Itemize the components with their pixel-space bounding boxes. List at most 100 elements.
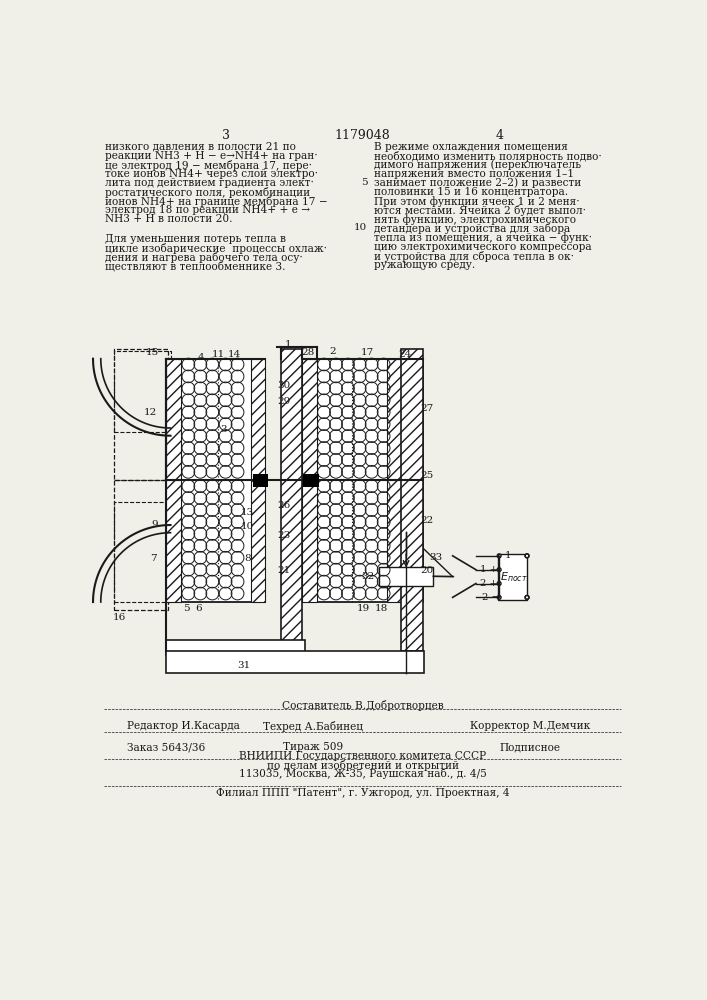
- Bar: [301, 359, 317, 480]
- Text: 14: 14: [228, 350, 240, 359]
- Text: 1 +: 1 +: [480, 565, 498, 574]
- Text: 9: 9: [151, 520, 158, 529]
- Text: 23: 23: [277, 531, 291, 540]
- Bar: [401, 349, 423, 651]
- Bar: [114, 502, 170, 602]
- Text: цикле изобарические  процессы охлаж·: цикле изобарические процессы охлаж·: [105, 243, 327, 254]
- Text: 2 −: 2 −: [482, 593, 500, 602]
- Text: 24: 24: [398, 350, 411, 359]
- Bar: [251, 480, 265, 602]
- Bar: [166, 359, 265, 480]
- Bar: [114, 351, 170, 432]
- Text: 1 −: 1 −: [506, 551, 523, 560]
- Text: 21: 21: [277, 566, 291, 575]
- Bar: [114, 480, 168, 610]
- Text: Филиал ППП "Патент", г. Ужгород, ул. Проектная, 4: Филиал ППП "Патент", г. Ужгород, ул. Про…: [216, 788, 510, 798]
- Text: 1179048: 1179048: [335, 129, 390, 142]
- Text: 3: 3: [222, 129, 230, 142]
- Text: лита под действием градиента элект·: лита под действием градиента элект·: [105, 178, 315, 188]
- Text: 17: 17: [361, 348, 374, 357]
- Text: 25: 25: [421, 471, 433, 480]
- Text: цию электрохимического компрессора: цию электрохимического компрессора: [373, 242, 591, 252]
- Text: ростатического поля, рекомбинации: ростатического поля, рекомбинации: [105, 187, 310, 198]
- Bar: [387, 480, 401, 602]
- Bar: [301, 359, 423, 480]
- Bar: [303, 474, 319, 487]
- Text: 5: 5: [361, 178, 368, 187]
- Text: 22: 22: [421, 516, 433, 525]
- Text: по делам изобретений и открытий: по делам изобретений и открытий: [267, 760, 459, 771]
- Text: димого напряжения (переключатель: димого напряжения (переключатель: [373, 160, 580, 170]
- Text: 6: 6: [195, 604, 201, 613]
- Bar: [301, 480, 317, 602]
- Text: половинки 15 и 16 концентратора.: половинки 15 и 16 концентратора.: [373, 187, 568, 197]
- Text: 33: 33: [429, 553, 442, 562]
- Text: низкого давления в полости 21 по: низкого давления в полости 21 по: [105, 142, 296, 152]
- Text: Корректор М.Демчик: Корректор М.Демчик: [470, 721, 590, 731]
- Text: напряжения вместо положения 1–1: напряжения вместо положения 1–1: [373, 169, 573, 179]
- Text: 5: 5: [184, 604, 190, 613]
- Text: 12: 12: [144, 408, 158, 417]
- Text: 15: 15: [146, 348, 158, 357]
- Text: 113035, Москва, Ж-35, Раушская наб., д. 4/5: 113035, Москва, Ж-35, Раушская наб., д. …: [239, 768, 486, 779]
- Text: ются местами. Ячейка 2 будет выпол·: ются местами. Ячейка 2 будет выпол·: [373, 205, 585, 216]
- Text: 1: 1: [285, 340, 292, 349]
- Text: це электрод 19 − мембрана 17, пере·: це электрод 19 − мембрана 17, пере·: [105, 160, 312, 171]
- Text: 20: 20: [421, 566, 433, 575]
- Text: Редактор И.Касарда: Редактор И.Касарда: [127, 721, 240, 731]
- Text: занимает положение 2–2) и развести: занимает положение 2–2) и развести: [373, 178, 581, 188]
- Text: детандера и устройства для забора: детандера и устройства для забора: [373, 223, 570, 234]
- Text: 4: 4: [495, 129, 503, 142]
- Text: и устройства для сброса тепла в ок·: и устройства для сброса тепла в ок·: [373, 251, 573, 262]
- Bar: [166, 640, 305, 655]
- Bar: [252, 474, 268, 487]
- Text: 29: 29: [277, 397, 291, 406]
- Text: 16: 16: [112, 613, 126, 622]
- Text: 8: 8: [244, 554, 250, 563]
- Text: 10: 10: [354, 223, 368, 232]
- Text: ществляют в теплообменнике 3.: ществляют в теплообменнике 3.: [105, 261, 286, 272]
- Text: 2 +: 2 +: [480, 579, 498, 588]
- Text: Составитель В.Добротворцев: Составитель В.Добротворцев: [282, 700, 443, 711]
- Bar: [498, 554, 527, 600]
- Text: Тираж 509: Тираж 509: [283, 742, 343, 752]
- Text: тепла из помещения, а ячейка − функ·: тепла из помещения, а ячейка − функ·: [373, 232, 592, 243]
- Bar: [166, 480, 182, 602]
- Text: ВНИИПИ Государственного комитета СССР: ВНИИПИ Государственного комитета СССР: [239, 751, 486, 761]
- Text: нять функцию, электрохимического: нять функцию, электрохимического: [373, 214, 575, 225]
- Text: ионов NH4+ на границе мембрана 17 −: ионов NH4+ на границе мембрана 17 −: [105, 196, 328, 207]
- Text: 28: 28: [301, 348, 315, 357]
- Text: реакции NH3 + H − e→NH4+ на гран·: реакции NH3 + H − e→NH4+ на гран·: [105, 151, 318, 161]
- Text: Подписное: Подписное: [500, 742, 561, 752]
- Text: 7: 7: [150, 554, 156, 563]
- Bar: [301, 480, 423, 602]
- Text: $E_{пост.}$: $E_{пост.}$: [500, 570, 530, 584]
- Bar: [387, 359, 401, 480]
- Bar: [301, 359, 317, 368]
- Text: ружающую среду.: ружающую среду.: [373, 260, 475, 270]
- Bar: [166, 359, 182, 480]
- Text: 2: 2: [329, 347, 336, 356]
- Circle shape: [525, 595, 529, 599]
- Text: 32: 32: [361, 572, 374, 581]
- Bar: [166, 651, 424, 673]
- Text: NH3 + H в полости 20.: NH3 + H в полости 20.: [105, 214, 233, 224]
- Text: 30: 30: [277, 381, 291, 390]
- Text: 3: 3: [221, 425, 228, 434]
- Text: 10: 10: [240, 522, 254, 531]
- Text: 31: 31: [237, 661, 250, 670]
- Text: Техред А.Бабинец: Техред А.Бабинец: [263, 721, 363, 732]
- Circle shape: [525, 554, 529, 558]
- Text: 18: 18: [375, 604, 388, 613]
- Text: 26: 26: [277, 500, 291, 510]
- Bar: [379, 567, 433, 586]
- Text: Заказ 5643/36: Заказ 5643/36: [127, 742, 205, 752]
- Text: необходимо изменить полярность подво·: необходимо изменить полярность подво·: [373, 151, 602, 162]
- Text: 19: 19: [357, 604, 370, 613]
- Text: Для уменьшения потерь тепла в: Для уменьшения потерь тепла в: [105, 234, 286, 244]
- Bar: [114, 349, 168, 480]
- Text: 4: 4: [197, 353, 204, 362]
- Bar: [251, 359, 265, 480]
- Text: В режиме охлаждения помещения: В режиме охлаждения помещения: [373, 142, 568, 152]
- Bar: [281, 349, 301, 651]
